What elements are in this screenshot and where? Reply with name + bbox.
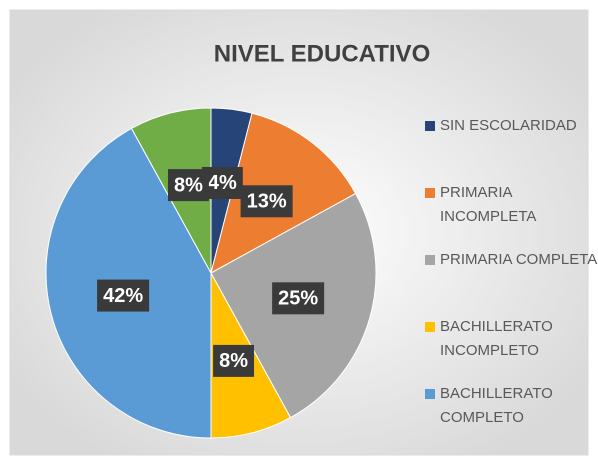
legend-swatch xyxy=(425,389,435,399)
legend-label: PRIMARIA INCOMPLETA xyxy=(440,184,536,225)
legend-label: BACHILLERATO INCOMPLETO xyxy=(440,318,553,359)
data-label: 42% xyxy=(97,279,150,312)
data-label-text: 42% xyxy=(103,285,143,307)
legend-label: BACHILLERATO COMPLETO xyxy=(440,385,553,426)
data-label-box xyxy=(167,169,209,202)
data-label-text: 4% xyxy=(208,172,237,194)
legend-swatch xyxy=(425,255,435,265)
legend-swatch xyxy=(425,188,435,198)
data-label-box xyxy=(97,279,150,312)
data-label-text: 13% xyxy=(247,191,287,213)
data-label: 8% xyxy=(167,169,209,202)
data-label-box xyxy=(272,282,325,315)
data-label: 25% xyxy=(272,282,325,315)
data-label-text: 8% xyxy=(219,350,248,372)
data-label-text: 8% xyxy=(174,174,203,196)
data-label-box xyxy=(213,344,255,377)
data-label: 8% xyxy=(213,344,255,377)
data-label-text: 25% xyxy=(278,288,318,310)
legend-swatch xyxy=(425,121,435,131)
legend-label: SIN ESCOLARIDAD xyxy=(440,117,577,134)
data-label: 13% xyxy=(240,185,293,218)
chart-title: NIVEL EDUCATIVO xyxy=(214,40,430,67)
legend-label: PRIMARIA COMPLETA xyxy=(440,251,597,268)
data-label-box xyxy=(240,185,293,218)
legend-swatch xyxy=(425,322,435,332)
